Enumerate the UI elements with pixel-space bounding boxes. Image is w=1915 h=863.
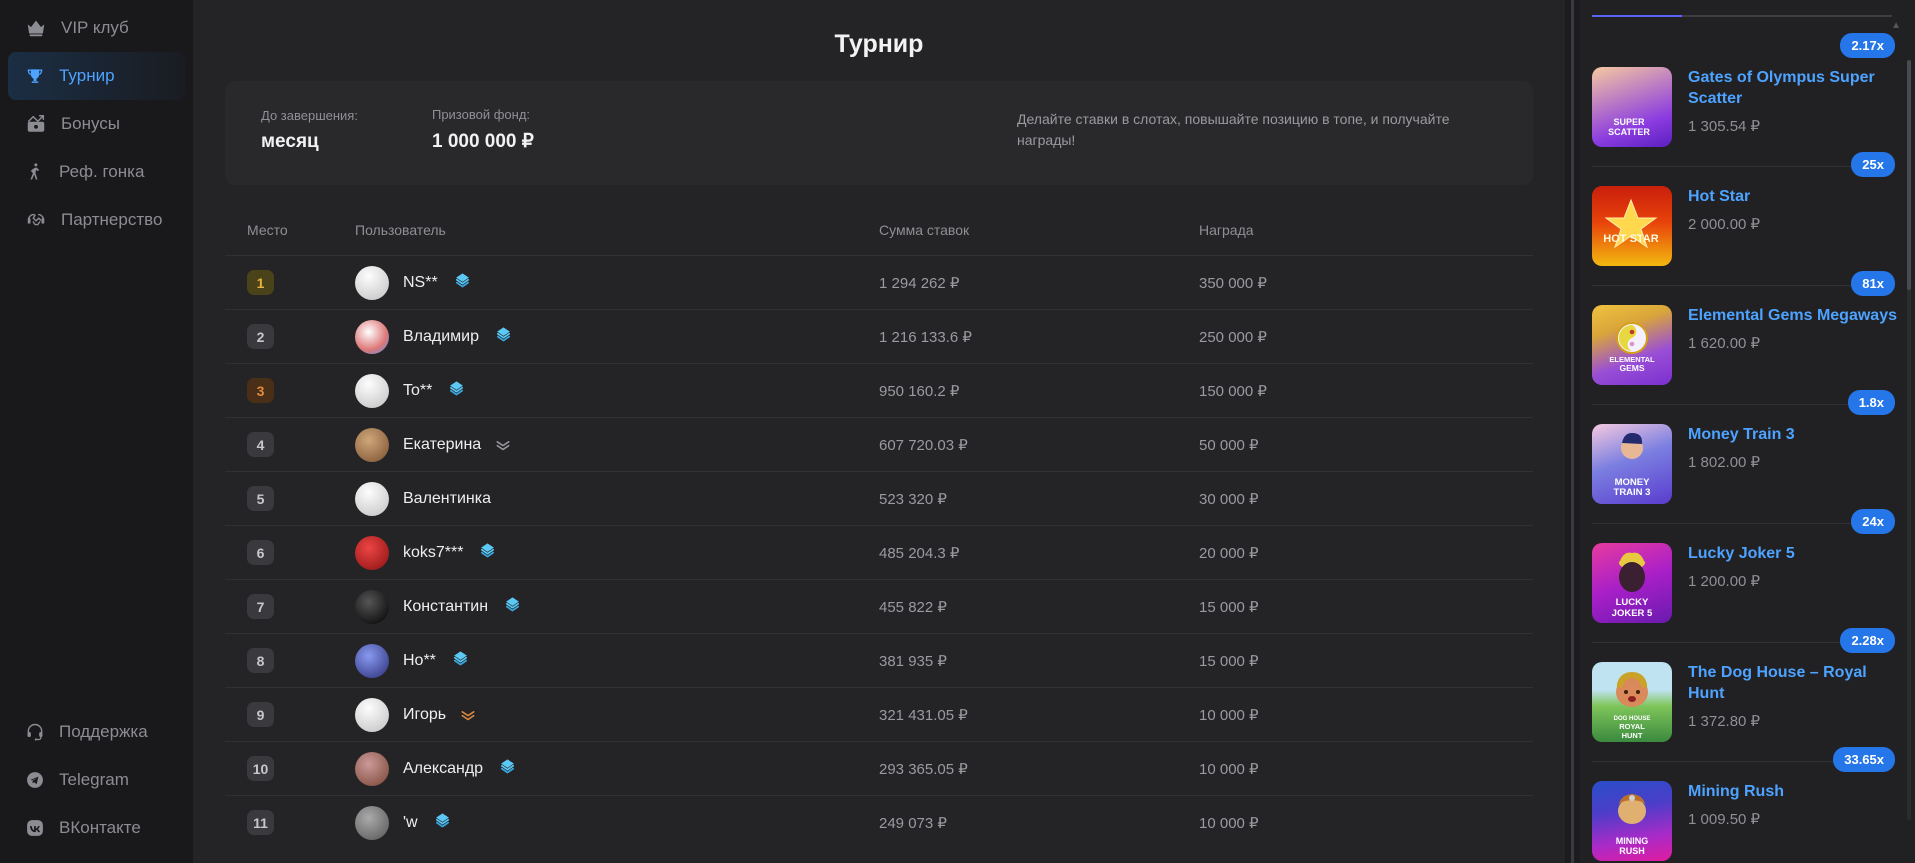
svg-text:ROYAL: ROYAL [1619, 722, 1645, 731]
svg-text:JOKER 5: JOKER 5 [1612, 608, 1653, 619]
svg-text:SCATTER: SCATTER [1608, 127, 1650, 137]
svg-text:LUCKY: LUCKY [1616, 597, 1649, 608]
svg-text:GEMS: GEMS [1619, 363, 1644, 373]
svg-text:SUPER: SUPER [1613, 117, 1645, 127]
svg-text:HOT STAR: HOT STAR [1603, 233, 1658, 245]
svg-text:RUSH: RUSH [1619, 846, 1645, 856]
svg-text:MINING: MINING [1616, 836, 1649, 846]
svg-text:TRAIN 3: TRAIN 3 [1614, 487, 1651, 498]
svg-text:HUNT: HUNT [1622, 731, 1643, 740]
